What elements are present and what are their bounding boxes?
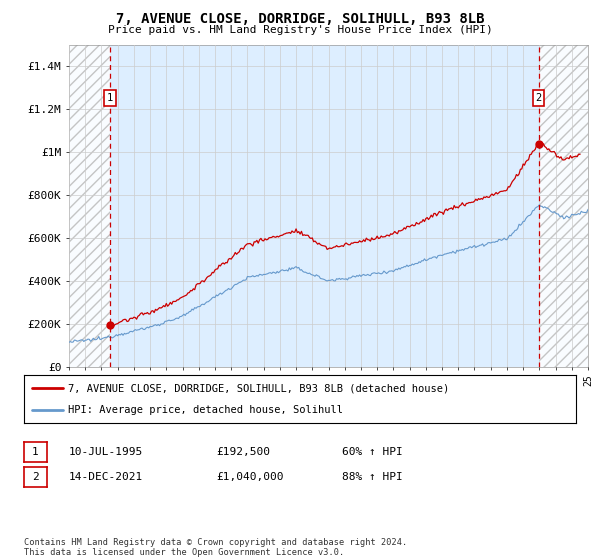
Bar <box>69 45 110 367</box>
Text: £1,040,000: £1,040,000 <box>216 472 284 482</box>
Text: 7, AVENUE CLOSE, DORRIDGE, SOLIHULL, B93 8LB (detached house): 7, AVENUE CLOSE, DORRIDGE, SOLIHULL, B93… <box>68 383 449 393</box>
Text: Price paid vs. HM Land Registry's House Price Index (HPI): Price paid vs. HM Land Registry's House … <box>107 25 493 35</box>
Text: 1: 1 <box>107 93 113 103</box>
Text: HPI: Average price, detached house, Solihull: HPI: Average price, detached house, Soli… <box>68 405 343 415</box>
Bar <box>539 45 588 367</box>
Text: Contains HM Land Registry data © Crown copyright and database right 2024.
This d: Contains HM Land Registry data © Crown c… <box>24 538 407 557</box>
Text: 88% ↑ HPI: 88% ↑ HPI <box>342 472 403 482</box>
Text: 1: 1 <box>32 447 39 457</box>
Text: 2: 2 <box>535 93 542 103</box>
Text: 7, AVENUE CLOSE, DORRIDGE, SOLIHULL, B93 8LB: 7, AVENUE CLOSE, DORRIDGE, SOLIHULL, B93… <box>116 12 484 26</box>
Text: 60% ↑ HPI: 60% ↑ HPI <box>342 447 403 457</box>
Text: 2: 2 <box>32 472 39 482</box>
Text: 10-JUL-1995: 10-JUL-1995 <box>69 447 143 457</box>
Text: 14-DEC-2021: 14-DEC-2021 <box>69 472 143 482</box>
Text: £192,500: £192,500 <box>216 447 270 457</box>
